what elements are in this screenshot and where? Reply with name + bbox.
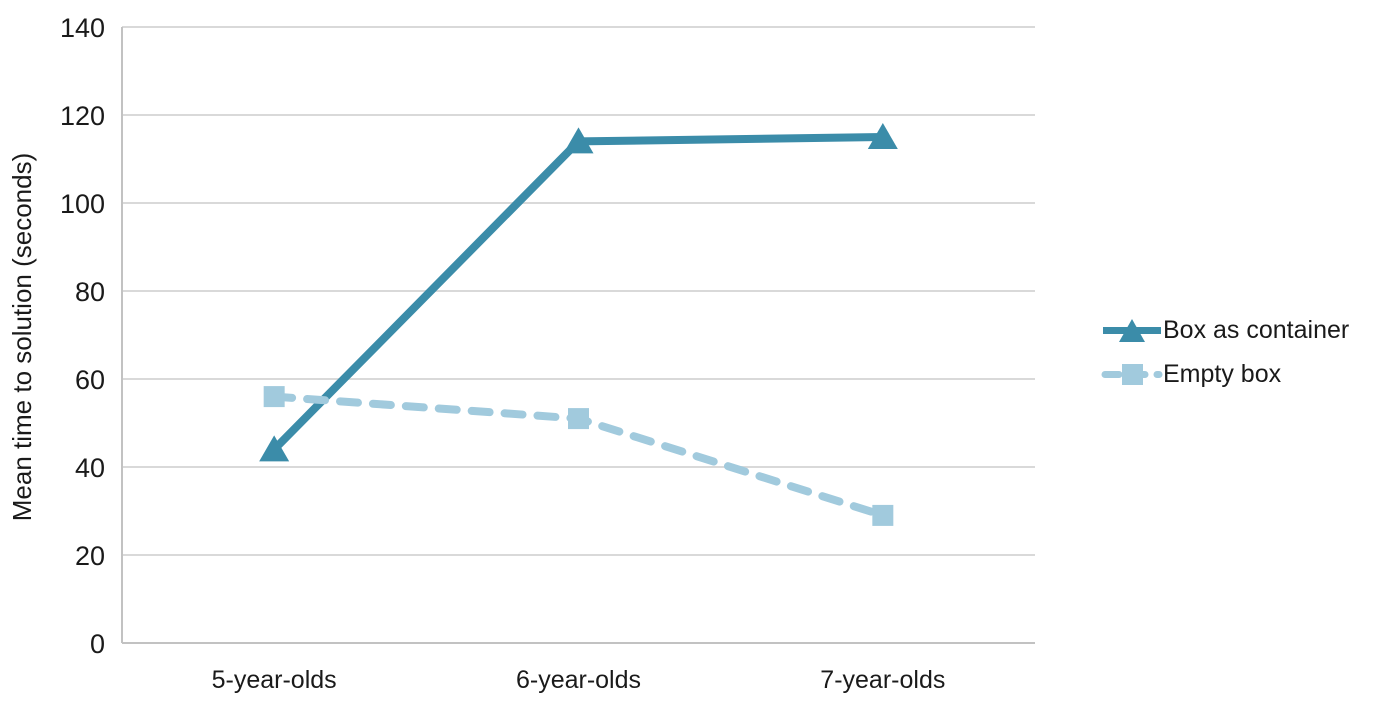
grid-layer [121, 26, 1035, 644]
legend-item-box-as-container: Box as container [1101, 317, 1349, 344]
x-category-label: 7-year-olds [820, 666, 945, 694]
legend-label-empty-box: Empty box [1163, 360, 1282, 388]
legend-marker-square [1122, 364, 1143, 385]
y-tick-label: 20 [75, 541, 105, 571]
label-layer: 0 20 40 60 80 100 120 140 5-year-olds 6-year-olds… [60, 13, 945, 694]
marker-square-empty-box [263, 386, 285, 408]
legend-label-box-as-container: Box as container [1163, 316, 1350, 344]
legend: Box as container Empty box [1101, 317, 1349, 388]
x-category-label: 6-year-olds [516, 666, 641, 694]
y-tick-label: 60 [75, 365, 105, 395]
y-tick-label: 100 [60, 189, 105, 219]
marker-square-empty-box [872, 504, 894, 526]
x-category-label: 5-year-olds [212, 666, 337, 694]
y-tick-label: 120 [60, 101, 105, 131]
y-tick-label: 140 [60, 13, 105, 43]
marker-triangle-box-as-container [259, 435, 290, 462]
marker-triangle-box-as-container [867, 123, 898, 149]
legend-swatch-solid-triangle [1101, 317, 1163, 344]
marker-square-empty-box [568, 408, 589, 430]
y-tick-label: 80 [75, 277, 105, 307]
marker-triangle-box-as-container [563, 127, 594, 154]
legend-item-empty-box: Empty box [1101, 361, 1349, 388]
y-tick-label: 0 [90, 629, 105, 659]
series-layer [259, 123, 898, 526]
y-axis-title: Mean time to solution (seconds) [7, 153, 37, 522]
legend-swatch-dashed-square [1101, 361, 1163, 388]
y-tick-label: 40 [75, 453, 105, 483]
series-line-box-as-container [271, 133, 883, 453]
legend-marker-triangle [1119, 319, 1145, 342]
